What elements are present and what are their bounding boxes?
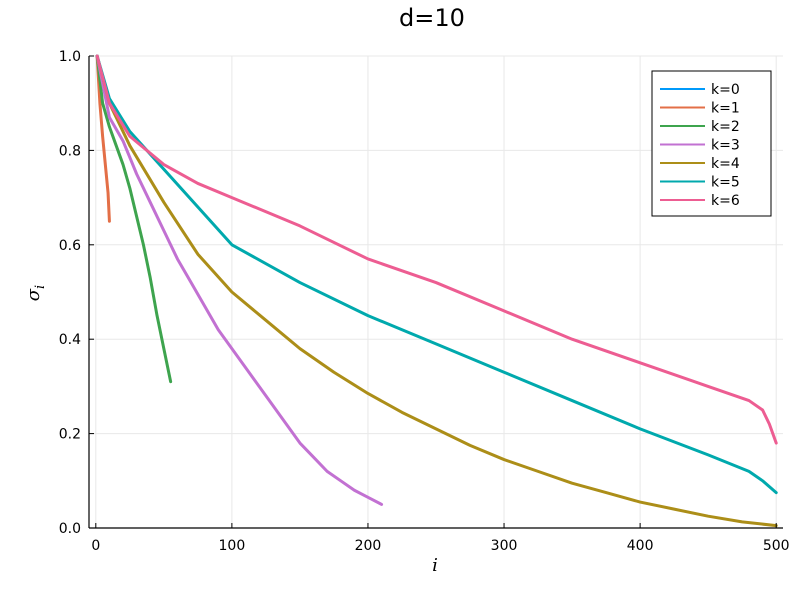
y-axis-label: σ [23, 288, 44, 301]
x-tick-label-2: 200 [355, 538, 382, 554]
x-axis-label: i [432, 555, 438, 576]
legend-label-5: k=5 [711, 175, 740, 191]
series-2-line [95, 54, 173, 384]
x-tick-label-5: 500 [763, 538, 790, 554]
x-tick-label-3: 300 [491, 538, 518, 554]
y-tick-label-0: 0.0 [59, 521, 81, 537]
x-axis-ticks: 0 100 200 300 400 500 [91, 523, 790, 554]
series-6-line [95, 54, 778, 445]
x-tick-label-1: 100 [219, 538, 246, 554]
x-tick-label-4: 400 [627, 538, 654, 554]
legend-label-3: k=3 [711, 138, 740, 154]
series-1-line [95, 54, 111, 223]
y-tick-label-5: 1.0 [59, 49, 81, 65]
y-tick-label-2: 0.4 [59, 332, 81, 348]
y-axis-ticks: 0.0 0.2 0.4 0.6 0.8 1.0 [59, 49, 94, 537]
y-tick-label-4: 0.8 [59, 143, 81, 159]
y-tick-label-3: 0.6 [59, 238, 81, 254]
svg-text:σi: σi [23, 285, 48, 301]
y-tick-label-1: 0.2 [59, 427, 81, 443]
legend-label-6: k=6 [711, 193, 740, 209]
legend-label-0: k=0 [711, 82, 740, 98]
chart-title: d=10 [399, 4, 465, 32]
y-axis-label-group: σi [23, 285, 48, 301]
series-3-line [95, 54, 384, 506]
y-axis-label-subscript: i [33, 285, 48, 289]
axes [88, 56, 783, 529]
x-tick-label-0: 0 [91, 538, 100, 554]
series-layer [95, 54, 778, 528]
legend-label-2: k=2 [711, 119, 740, 135]
legend-label-1: k=1 [711, 101, 740, 117]
legend: k=0 k=1 k=2 k=3 k=4 k=5 k=6 [651, 70, 772, 217]
series-4-line [95, 54, 778, 528]
legend-label-4: k=4 [711, 156, 740, 172]
